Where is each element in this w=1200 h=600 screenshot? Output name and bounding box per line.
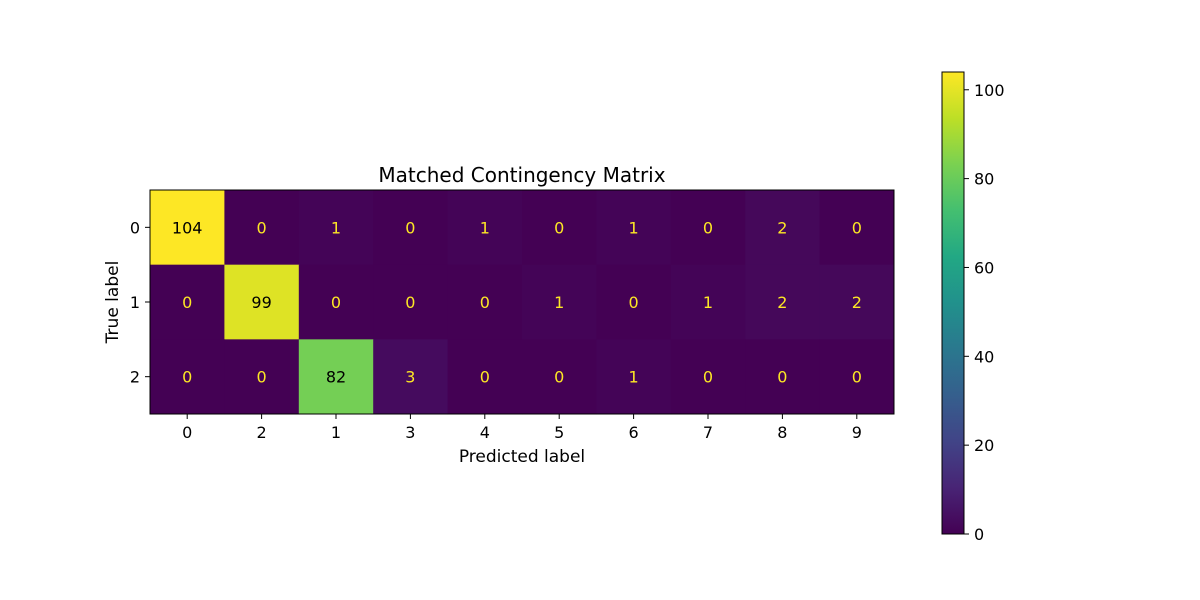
cell-value-label: 0 [331, 293, 341, 312]
x-tick-label: 2 [257, 423, 267, 442]
heatmap-cells [150, 190, 895, 415]
colorbar-tick-label: 80 [974, 170, 994, 189]
heatmap-cell [150, 264, 225, 340]
y-tick-label: 1 [130, 293, 140, 312]
heatmap-cell [670, 339, 746, 415]
cell-value-label: 0 [182, 368, 192, 387]
cell-value-label: 0 [554, 368, 564, 387]
cell-value-label: 0 [777, 368, 787, 387]
cell-value-label: 1 [331, 218, 341, 237]
heatmap-cell [224, 190, 300, 266]
cell-value-label: 0 [629, 293, 639, 312]
cell-value-label: 0 [405, 218, 415, 237]
cell-value-label: 0 [852, 218, 862, 237]
heatmap-cell [447, 339, 523, 415]
colorbar-tick-label: 40 [974, 347, 994, 366]
cell-value-label: 1 [703, 293, 713, 312]
y-tick-label: 2 [130, 368, 140, 387]
colorbar [941, 71, 965, 535]
cell-value-label: 82 [326, 368, 346, 387]
heatmap-cell [670, 264, 746, 340]
y-axis-ticks: 0 1 2 [130, 218, 150, 387]
heatmap-cell [522, 339, 597, 415]
heatmap-cell [745, 339, 821, 415]
cell-value-label: 2 [852, 293, 862, 312]
cell-value-label: 0 [480, 293, 490, 312]
cell-value-label: 0 [257, 368, 267, 387]
heatmap-cell [298, 190, 374, 266]
heatmap-cell [596, 339, 672, 415]
x-tick-label: 7 [703, 423, 713, 442]
cell-value-label: 1 [629, 368, 639, 387]
cell-value-label: 0 [480, 368, 490, 387]
heatmap-cell [596, 190, 672, 266]
x-tick-label: 9 [852, 423, 862, 442]
colorbar-tick-label: 60 [974, 258, 994, 277]
cell-value-label: 0 [554, 218, 564, 237]
x-tick-label: 5 [554, 423, 564, 442]
heatmap-cell [819, 190, 895, 266]
colorbar-ticks: 0 20 40 60 80 100 [964, 81, 1005, 544]
heatmap-cell [745, 264, 821, 340]
colorbar-tick-label: 100 [974, 81, 1005, 100]
colorbar-tick-label: 0 [974, 525, 984, 544]
heatmap-cell [373, 264, 449, 340]
x-tick-label: 6 [629, 423, 639, 442]
heatmap-cell [819, 339, 895, 415]
heatmap-cell [373, 339, 449, 415]
heatmap-cell [447, 190, 523, 266]
x-axis-ticks: 0 2 1 3 4 5 6 7 8 9 [182, 414, 862, 442]
cell-value-label: 104 [172, 218, 203, 237]
cell-value-label: 0 [405, 293, 415, 312]
heatmap-cell [522, 264, 597, 340]
heatmap-cell [298, 264, 374, 340]
cell-value-labels: 104 0 1 0 1 0 1 0 2 0 0 99 0 0 0 1 0 1 2 2 0 0 82 3 0 0 1 0 0 0 [172, 218, 862, 386]
cell-value-label: 0 [257, 218, 267, 237]
cell-value-label: 2 [777, 218, 787, 237]
x-tick-label: 4 [480, 423, 490, 442]
heatmap-cell [745, 190, 821, 266]
heatmap-cell [224, 339, 300, 415]
x-tick-label: 0 [182, 423, 192, 442]
x-tick-label: 8 [777, 423, 787, 442]
y-tick-label: 0 [130, 218, 140, 237]
heatmap-cell [373, 190, 449, 266]
heatmap-cell [819, 264, 895, 340]
x-axis-label: Predicted label [459, 447, 585, 467]
y-axis-label: True label [103, 261, 123, 345]
heatmap-cell [670, 190, 746, 266]
x-tick-label: 3 [405, 423, 415, 442]
cell-value-label: 0 [852, 368, 862, 387]
cell-value-label: 2 [777, 293, 787, 312]
cell-value-label: 1 [554, 293, 564, 312]
cell-value-label: 1 [629, 218, 639, 237]
cell-value-label: 0 [703, 368, 713, 387]
heatmap-cell [224, 264, 300, 340]
cell-value-label: 0 [182, 293, 192, 312]
cell-value-label: 99 [251, 293, 271, 312]
x-tick-label: 1 [331, 423, 341, 442]
cell-value-label: 0 [703, 218, 713, 237]
heatmap-cell [298, 339, 374, 415]
heatmap-cell [150, 190, 225, 266]
chart-title: Matched Contingency Matrix [378, 163, 665, 187]
heatmap-cell [447, 264, 523, 340]
cell-value-label: 1 [480, 218, 490, 237]
heatmap-cell [596, 264, 672, 340]
heatmap-cell [522, 190, 597, 266]
heatmap-cell [150, 339, 225, 415]
cell-value-label: 3 [405, 368, 415, 387]
colorbar-tick-label: 20 [974, 436, 994, 455]
